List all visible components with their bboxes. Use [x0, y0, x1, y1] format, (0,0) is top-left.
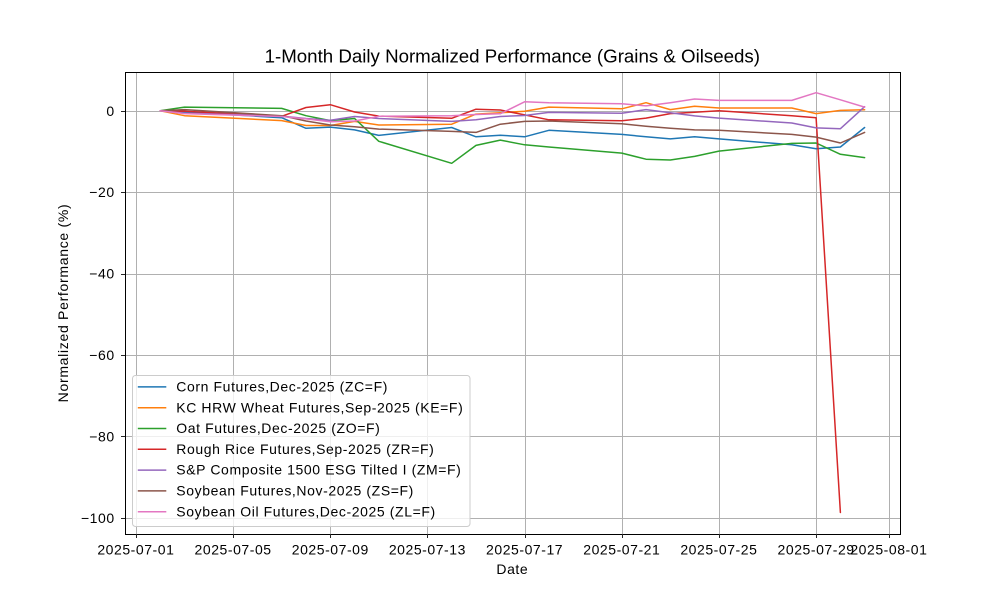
svg-text:2025-07-01: 2025-07-01	[97, 542, 174, 558]
svg-text:Oat Futures,Dec-2025 (ZO=F): Oat Futures,Dec-2025 (ZO=F)	[176, 420, 380, 436]
svg-text:−60: −60	[89, 347, 114, 363]
svg-text:Corn Futures,Dec-2025 (ZC=F): Corn Futures,Dec-2025 (ZC=F)	[176, 379, 388, 395]
svg-text:−20: −20	[89, 184, 114, 200]
svg-text:2025-07-05: 2025-07-05	[195, 542, 272, 558]
svg-text:−80: −80	[89, 428, 114, 444]
svg-text:2025-07-25: 2025-07-25	[680, 542, 757, 558]
svg-text:Soybean Futures,Nov-2025 (ZS=F: Soybean Futures,Nov-2025 (ZS=F)	[176, 483, 414, 499]
svg-text:1-Month Daily Normalized Perfo: 1-Month Daily Normalized Performance (Gr…	[265, 45, 760, 66]
svg-text:−100: −100	[81, 510, 115, 526]
svg-text:2025-07-09: 2025-07-09	[292, 542, 369, 558]
svg-text:Soybean Oil Futures,Dec-2025 (: Soybean Oil Futures,Dec-2025 (ZL=F)	[176, 503, 436, 519]
svg-text:2025-08-01: 2025-08-01	[850, 542, 927, 558]
svg-text:Rough Rice Futures,Sep-2025 (Z: Rough Rice Futures,Sep-2025 (ZR=F)	[176, 441, 434, 457]
svg-text:−40: −40	[89, 266, 114, 282]
svg-text:2025-07-21: 2025-07-21	[583, 542, 660, 558]
svg-text:Date: Date	[496, 561, 528, 577]
svg-text:2025-07-13: 2025-07-13	[389, 542, 466, 558]
svg-text:S&P Composite 1500 ESG Tilted: S&P Composite 1500 ESG Tilted I (ZM=F)	[176, 462, 461, 478]
svg-text:Normalized Performance (%): Normalized Performance (%)	[55, 204, 71, 403]
svg-text:KC HRW Wheat Futures,Sep-2025: KC HRW Wheat Futures,Sep-2025 (KE=F)	[176, 399, 463, 415]
svg-text:2025-07-17: 2025-07-17	[486, 542, 563, 558]
svg-text:2025-07-29: 2025-07-29	[778, 542, 855, 558]
svg-text:0: 0	[106, 103, 114, 119]
